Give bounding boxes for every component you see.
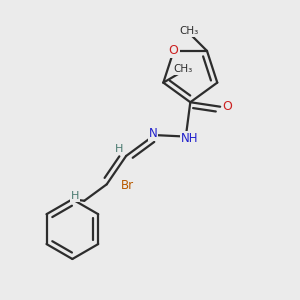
Text: CH₃: CH₃	[179, 26, 199, 37]
Text: CH₃: CH₃	[173, 64, 192, 74]
Text: O: O	[223, 100, 232, 113]
Text: N: N	[148, 127, 158, 140]
Text: Br: Br	[121, 179, 134, 192]
Text: H: H	[71, 191, 80, 201]
Text: H: H	[115, 143, 123, 154]
Text: NH: NH	[181, 132, 198, 145]
Text: O: O	[169, 44, 178, 57]
